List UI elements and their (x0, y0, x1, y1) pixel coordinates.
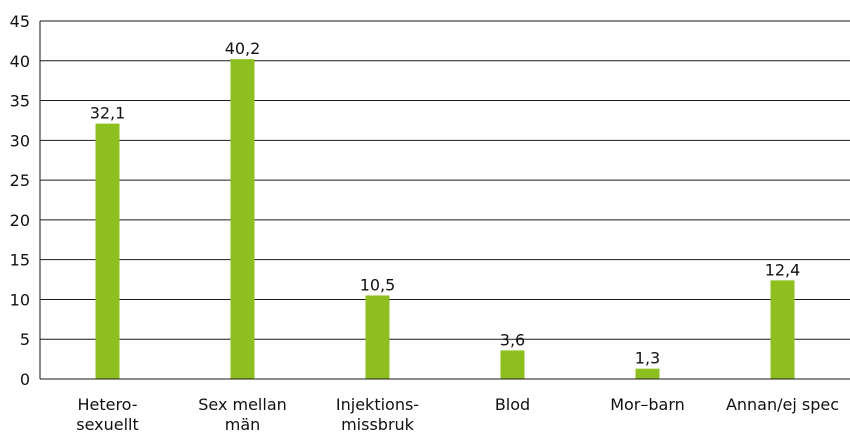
data-labels: 32,1 40,2 10,5 3,6 1,3 12,4 (90, 39, 801, 367)
axes (39, 21, 850, 380)
x-tick-label: Annan/ej spec (726, 395, 839, 414)
data-label: 32,1 (90, 104, 126, 123)
x-tick-label: män (225, 415, 261, 434)
bar (635, 368, 660, 379)
y-tick-label: 0 (20, 370, 30, 389)
y-tick-label: 25 (10, 171, 30, 190)
data-label: 12,4 (765, 260, 801, 279)
x-tick-label: Injektions- (336, 395, 419, 414)
data-label: 40,2 (225, 39, 261, 58)
bar (770, 280, 795, 379)
data-label: 3,6 (500, 330, 525, 349)
y-tick-label: 45 (10, 12, 30, 31)
y-tick-label: 10 (10, 290, 30, 309)
x-tick-label: missbruk (341, 415, 415, 434)
x-tick-label: Mor–barn (610, 395, 685, 414)
bar (95, 123, 120, 379)
data-label: 1,3 (635, 349, 660, 368)
gridlines (40, 20, 850, 340)
y-tick-label: 35 (10, 92, 30, 111)
bar (365, 295, 390, 379)
y-tick-label: 20 (10, 211, 30, 230)
data-label: 10,5 (360, 275, 396, 294)
bar (500, 350, 525, 379)
x-tick-label: Blod (495, 395, 530, 414)
y-axis-ticks: 0 5 10 15 20 25 30 35 40 45 (10, 12, 30, 389)
y-tick-label: 15 (10, 251, 30, 270)
y-tick-label: 30 (10, 131, 30, 150)
bar (230, 59, 255, 379)
x-tick-label: sexuellt (76, 415, 139, 434)
y-tick-label: 40 (10, 52, 30, 71)
y-tick-label: 5 (20, 330, 30, 349)
bars (95, 59, 795, 379)
x-tick-label: Hetero- (77, 395, 137, 414)
x-tick-label: Sex mellan (198, 395, 287, 414)
